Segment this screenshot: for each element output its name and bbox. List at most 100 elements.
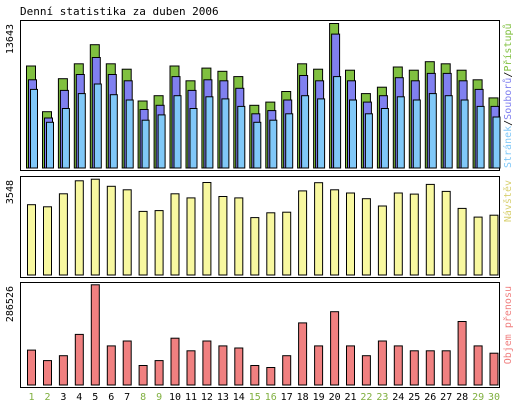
bar-stranky-day-16 <box>269 119 278 169</box>
traffic-frame <box>20 282 500 388</box>
bar-visits-day-22 <box>361 198 371 276</box>
x-tick-label-day-1: 1 <box>28 392 34 403</box>
requests-ymax-label: 13643 <box>5 24 16 54</box>
bar-traffic-day-18 <box>298 322 308 386</box>
bar-visits-day-19 <box>314 182 324 276</box>
bar-traffic-day-8 <box>138 365 148 386</box>
visits-frame <box>20 176 500 278</box>
bar-visits-day-8 <box>138 210 148 276</box>
x-tick-label-day-14: 14 <box>233 392 245 403</box>
bar-visits-day-16 <box>266 212 276 276</box>
x-tick-label-day-13: 13 <box>217 392 229 403</box>
bar-traffic-day-12 <box>202 340 212 386</box>
x-tick-label-day-6: 6 <box>108 392 114 403</box>
bar-visits-day-29 <box>473 216 483 276</box>
bar-stranky-day-5 <box>93 83 102 169</box>
bar-traffic-day-6 <box>106 345 116 386</box>
bar-traffic-day-2 <box>43 360 52 386</box>
legend-pristupy: Přístupů <box>502 23 514 71</box>
x-tick-label-day-9: 9 <box>156 392 162 403</box>
bar-traffic-day-23 <box>377 340 387 386</box>
x-tick-label-day-22: 22 <box>360 392 372 403</box>
bar-stranky-day-2 <box>46 121 54 169</box>
x-tick-label-day-19: 19 <box>313 392 325 403</box>
bar-visits-day-2 <box>43 206 52 276</box>
x-tick-label-day-29: 29 <box>472 392 484 403</box>
bar-traffic-day-24 <box>393 345 403 386</box>
requests-legend: Stránek/Souborů/Přístupů <box>502 23 514 168</box>
bar-stranky-day-25 <box>412 99 421 169</box>
bar-visits-day-30 <box>489 214 499 276</box>
x-tick-label-day-26: 26 <box>424 392 436 403</box>
bar-traffic-day-1 <box>27 349 36 386</box>
bar-visits-day-3 <box>58 193 68 276</box>
x-tick-label-day-24: 24 <box>392 392 404 403</box>
bar-traffic-day-26 <box>425 350 435 386</box>
bar-stranky-day-29 <box>476 105 485 169</box>
x-tick-label-day-30: 30 <box>488 392 500 403</box>
bar-visits-day-26 <box>425 183 435 276</box>
x-tick-label-day-20: 20 <box>329 392 341 403</box>
bar-traffic-day-13 <box>218 345 228 386</box>
bar-traffic-day-3 <box>58 355 68 386</box>
legend-sep-1: / <box>503 120 514 126</box>
bar-visits-day-25 <box>409 193 419 276</box>
x-tick-label-day-10: 10 <box>169 392 181 403</box>
bar-stranky-day-11 <box>189 108 198 169</box>
bar-stranky-day-13 <box>221 98 230 169</box>
bar-visits-day-13 <box>218 196 228 276</box>
traffic-ymax-label: 286526 <box>5 286 16 322</box>
bar-visits-day-7 <box>122 189 132 276</box>
bar-visits-day-17 <box>282 211 292 276</box>
bar-stranky-day-23 <box>380 108 389 169</box>
bar-visits-day-28 <box>457 207 467 276</box>
bar-stranky-day-26 <box>428 93 437 169</box>
legend-soubory: Souborů <box>502 78 514 120</box>
bar-traffic-day-29 <box>473 345 483 386</box>
x-tick-label-day-17: 17 <box>281 392 293 403</box>
bar-visits-day-24 <box>393 192 403 276</box>
x-tick-label-day-8: 8 <box>140 392 146 403</box>
bar-stranky-day-6 <box>109 94 118 169</box>
bar-traffic-day-15 <box>250 365 260 386</box>
bar-traffic-day-30 <box>489 352 499 386</box>
bar-visits-day-21 <box>346 192 355 276</box>
bar-traffic-day-5 <box>90 284 100 386</box>
bar-stranky-day-7 <box>125 99 134 169</box>
bar-stranky-day-1 <box>30 88 38 169</box>
bar-traffic-day-10 <box>170 337 180 386</box>
bar-traffic-day-16 <box>266 367 276 386</box>
bar-visits-day-9 <box>154 210 164 276</box>
bar-visits-day-1 <box>27 204 36 276</box>
x-tick-label-day-5: 5 <box>92 392 98 403</box>
bar-traffic-day-25 <box>409 350 419 386</box>
x-tick-label-day-11: 11 <box>185 392 197 403</box>
bar-stranky-day-17 <box>285 113 294 169</box>
requests-frame <box>20 20 500 171</box>
bar-stranky-day-10 <box>173 95 182 169</box>
x-tick-label-day-23: 23 <box>376 392 388 403</box>
bar-visits-day-23 <box>377 205 387 276</box>
bar-stranky-day-14 <box>237 105 246 169</box>
legend-sep-2: / <box>503 72 514 78</box>
x-tick-label-day-28: 28 <box>456 392 468 403</box>
bar-traffic-day-17 <box>282 355 292 386</box>
legend-stranky: Stránek <box>502 126 514 168</box>
x-tick-label-day-25: 25 <box>408 392 420 403</box>
bar-visits-day-10 <box>170 193 180 276</box>
bar-traffic-day-7 <box>122 340 132 386</box>
bar-stranky-day-20 <box>333 76 342 169</box>
bar-stranky-day-21 <box>349 99 357 169</box>
bar-traffic-day-22 <box>361 355 371 386</box>
bar-stranky-day-27 <box>444 95 453 169</box>
bar-visits-day-27 <box>441 190 451 276</box>
bar-traffic-day-19 <box>314 345 324 386</box>
x-tick-label-day-27: 27 <box>440 392 452 403</box>
bar-stranky-day-9 <box>157 114 166 169</box>
bar-stranky-day-28 <box>460 99 469 169</box>
bar-traffic-day-11 <box>186 350 196 386</box>
bar-stranky-day-8 <box>141 119 150 169</box>
bar-visits-day-14 <box>234 197 244 276</box>
traffic-legend: Objem přenosu <box>502 286 514 364</box>
